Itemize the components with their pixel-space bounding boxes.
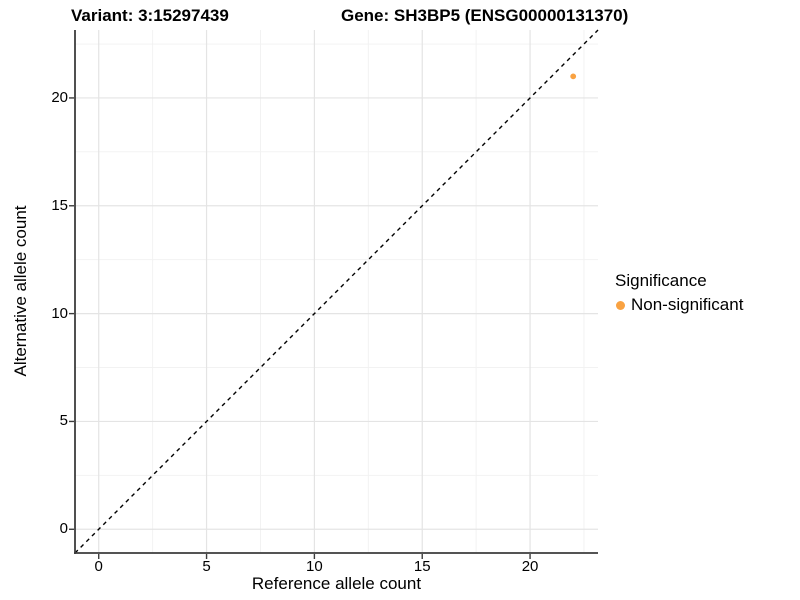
y-tick-label-5: 5	[59, 412, 68, 430]
legend: Significance Non-significant	[613, 271, 743, 315]
legend-title: Significance	[615, 271, 707, 290]
data-point	[570, 73, 577, 80]
plot-title-gene: Gene: SH3BP5 (ENSG00000131370)	[341, 6, 629, 25]
y-axis-title: Alternative allele count	[11, 205, 30, 377]
identity-reference-line	[74, 29, 599, 554]
y-tick-label-0: 0	[59, 520, 68, 538]
legend-point-icon	[616, 300, 625, 310]
y-tick-label-15: 15	[51, 196, 68, 214]
x-tick-label-5: 5	[202, 558, 211, 575]
x-tick-label-0: 0	[94, 558, 103, 575]
legend-entry-label: Non-significant	[631, 295, 744, 314]
x-tick-label-15: 15	[413, 558, 431, 575]
x-tick-label-20: 20	[521, 558, 539, 575]
y-tick-label-10: 10	[51, 304, 68, 322]
plot-title-variant: Variant: 3:15297439	[71, 6, 229, 25]
x-tick-label-10: 10	[306, 558, 323, 575]
y-tick-label-20: 20	[51, 88, 68, 106]
legend-entry-non-significant: Non-significant	[613, 295, 743, 315]
x-axis-title: Reference allele count	[251, 574, 422, 593]
